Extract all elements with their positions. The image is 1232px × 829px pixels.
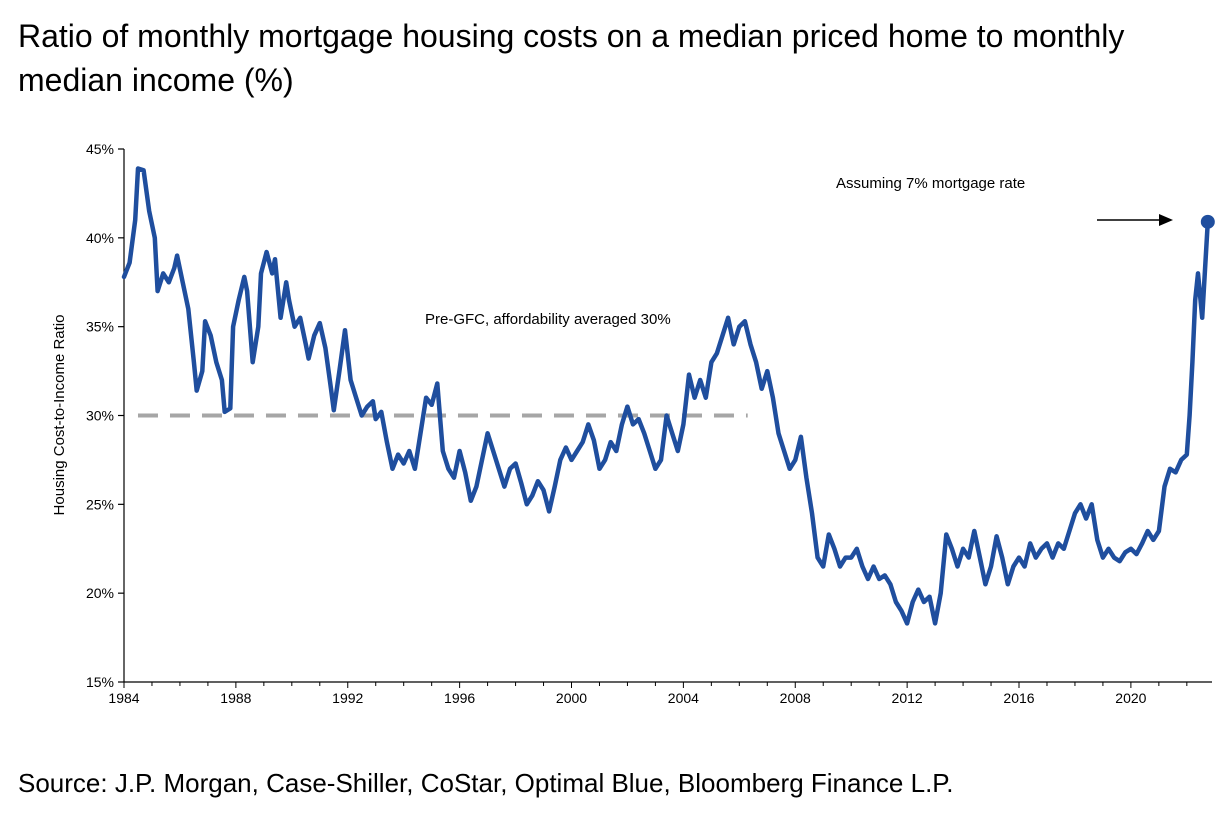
x-tick-label: 2020 (1115, 690, 1146, 706)
y-tick-label: 30% (86, 408, 114, 424)
series-line (121, 166, 1211, 626)
y-axis: 15% 20% 25% 30% 35% 40% 45% (86, 141, 125, 690)
x-tick-label: 2012 (892, 690, 923, 706)
y-tick-label: 20% (86, 585, 114, 601)
y-tick-label: 35% (86, 319, 114, 335)
x-tick-label: 2016 (1003, 690, 1034, 706)
source-note: Source: J.P. Morgan, Case-Shiller, CoSta… (18, 768, 954, 798)
x-axis: 1984 1988 1992 1996 2000 2004 2008 2012 2016 2020 (108, 681, 1212, 706)
chart-title: Ratio of monthly mortgage housing costs … (18, 18, 1125, 98)
x-tick-label: 1988 (220, 690, 251, 706)
highlight-point (1200, 214, 1215, 229)
x-tick-label: 1992 (332, 690, 363, 706)
x-tick-label: 2000 (556, 690, 587, 706)
arrow-annotation (1097, 214, 1173, 226)
x-tick-label: 2008 (780, 690, 811, 706)
x-tick-label: 1996 (444, 690, 475, 706)
y-axis-label: Housing Cost-to-Income Ratio (51, 315, 68, 516)
annotation-assumption: Assuming 7% mortgage rate (836, 175, 1025, 192)
line-chart: 15% 20% 25% 30% 35% 40% 45% 1984 1988 1992 1996 20… (51, 141, 1215, 706)
y-tick-label: 40% (86, 230, 114, 246)
annotation-pre-gfc: Pre-GFC, affordability averaged 30% (425, 311, 671, 328)
y-tick-label: 15% (86, 674, 114, 690)
x-tick-label: 2004 (668, 690, 699, 706)
y-tick-label: 45% (86, 141, 114, 157)
y-tick-label: 25% (86, 496, 114, 512)
x-tick-label: 1984 (108, 690, 139, 706)
